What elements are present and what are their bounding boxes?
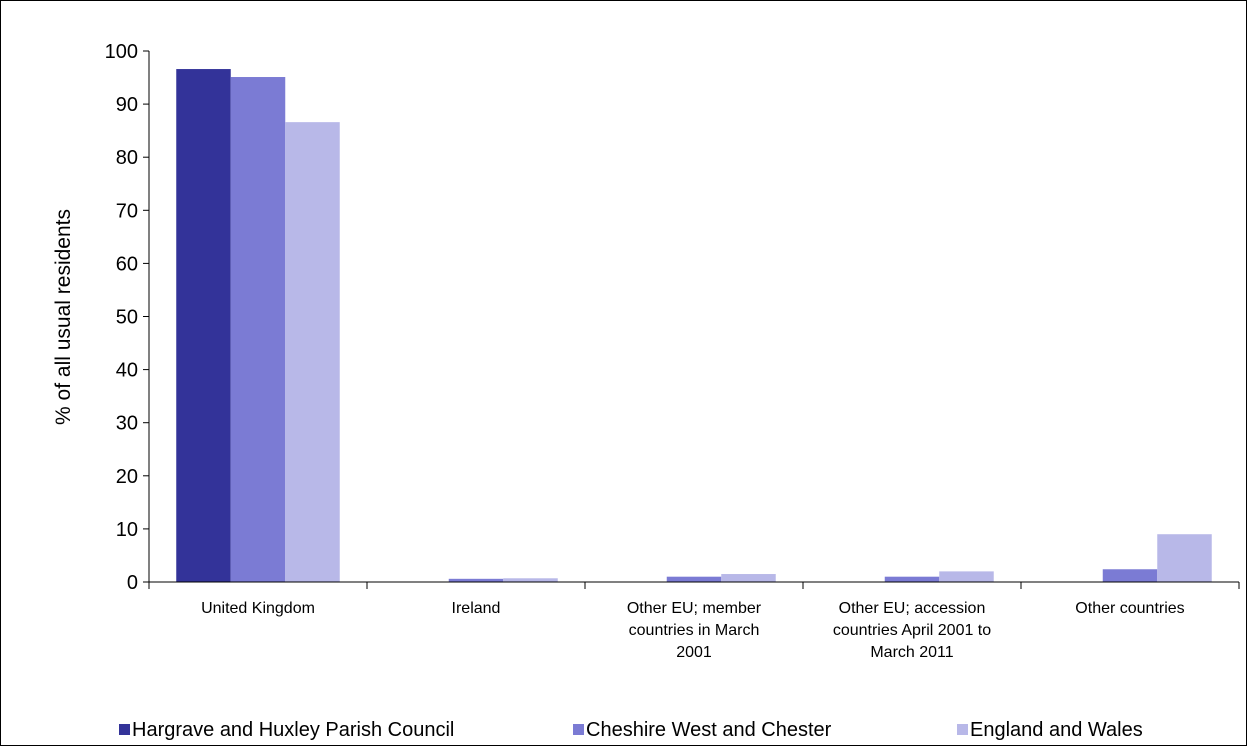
y-axis-title: % of all usual residents [52,209,75,425]
category-label-1-line-1: United Kingdom [201,600,315,617]
bar-2-3 [666,576,722,582]
category-label-4-line-2: countries April 2001 to [833,622,991,639]
labels-layer: 0 10 20 30 40 50 60 70 80 90 100 United Kingdom Irel… [105,41,1185,661]
category-label-3-line-2: countries in March [629,622,760,639]
y-tick-label-7: 70 [116,200,138,222]
legend-layer: Hargrave and Huxley Parish Council Cheshi… [119,719,1143,741]
bar-3-4 [939,571,994,582]
bar-2-2 [448,578,504,582]
y-tick-label-3: 30 [116,413,138,435]
category-label-4-line-3: March 2011 [870,644,953,661]
category-label-4-line-1: Other EU; accession [839,600,986,617]
category-label-5-line-1: Other countries [1075,600,1184,617]
y-tick-label-0: 0 [127,572,138,594]
axes-layer [143,50,1240,589]
y-tick-label-1: 10 [116,519,138,541]
bar-2-5 [1102,569,1158,582]
category-label-3-line-3: 2001 [676,644,712,661]
y-tick-label-5: 50 [116,307,138,329]
y-tick-label-2: 20 [116,466,138,488]
y-tick-label-4: 40 [116,360,138,382]
y-tick-label-9: 90 [116,94,138,116]
bars-layer [176,69,1212,583]
category-label-3-line-1: Other EU; member [627,600,762,617]
legend-swatch-1 [119,724,130,735]
bar-3-3 [721,574,776,582]
bar-3-1 [285,122,340,583]
legend-label-2: Cheshire West and Chester [586,719,832,741]
bar-3-2 [503,578,558,582]
bar-2-4 [884,576,940,582]
y-tick-label-8: 80 [116,147,138,169]
y-tick-label-6: 60 [116,253,138,275]
legend-swatch-3 [957,724,968,735]
legend-swatch-2 [573,724,584,735]
category-label-2-line-1: Ireland [452,600,501,617]
y-tick-label-10: 100 [105,41,138,63]
bar-2-1 [230,77,286,583]
legend-label-1: Hargrave and Huxley Parish Council [132,719,454,741]
bar-3-5 [1157,534,1212,582]
bar-1-1 [176,69,231,583]
legend-label-3: England and Wales [970,719,1143,741]
